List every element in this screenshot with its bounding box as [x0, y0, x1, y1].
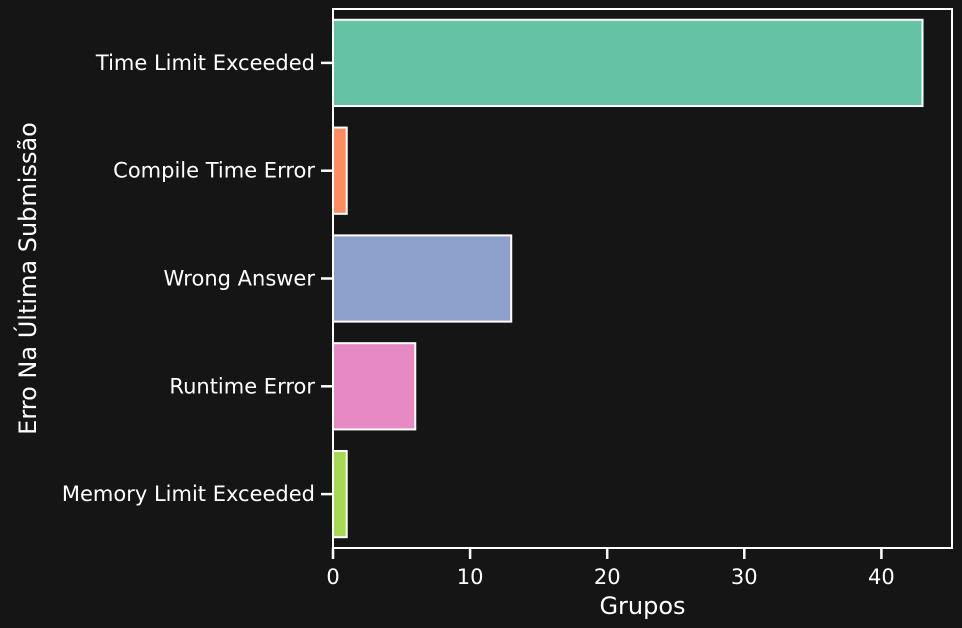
bar-0	[332, 18, 924, 108]
x-tick-label: 10	[457, 565, 484, 589]
x-tick-label: 0	[326, 565, 339, 589]
bar-2	[332, 234, 513, 323]
plot-frame	[332, 8, 953, 549]
y-tick-label: Wrong Answer	[163, 267, 315, 291]
y-tick-label: Compile Time Error	[113, 159, 315, 183]
y-tick-label: Memory Limit Exceeded	[62, 482, 315, 506]
bar-4	[332, 449, 348, 539]
y-axis-label: Erro Na Última Submissão	[12, 122, 42, 435]
bar-1	[332, 126, 348, 215]
bar-3	[332, 342, 417, 431]
x-tick-label: 40	[868, 565, 895, 589]
x-axis-label: Grupos	[599, 592, 685, 620]
y-ticks-group: Time Limit Exceeded Compile Time Error Wro…	[62, 51, 333, 506]
x-tick-label: 30	[731, 565, 758, 589]
y-tick-label: Runtime Error	[169, 374, 315, 398]
x-ticks-group: 0 10 20 30 40	[326, 548, 895, 589]
bars-group	[332, 18, 924, 539]
x-tick-label: 20	[594, 565, 621, 589]
y-tick-label: Time Limit Exceeded	[95, 51, 315, 75]
